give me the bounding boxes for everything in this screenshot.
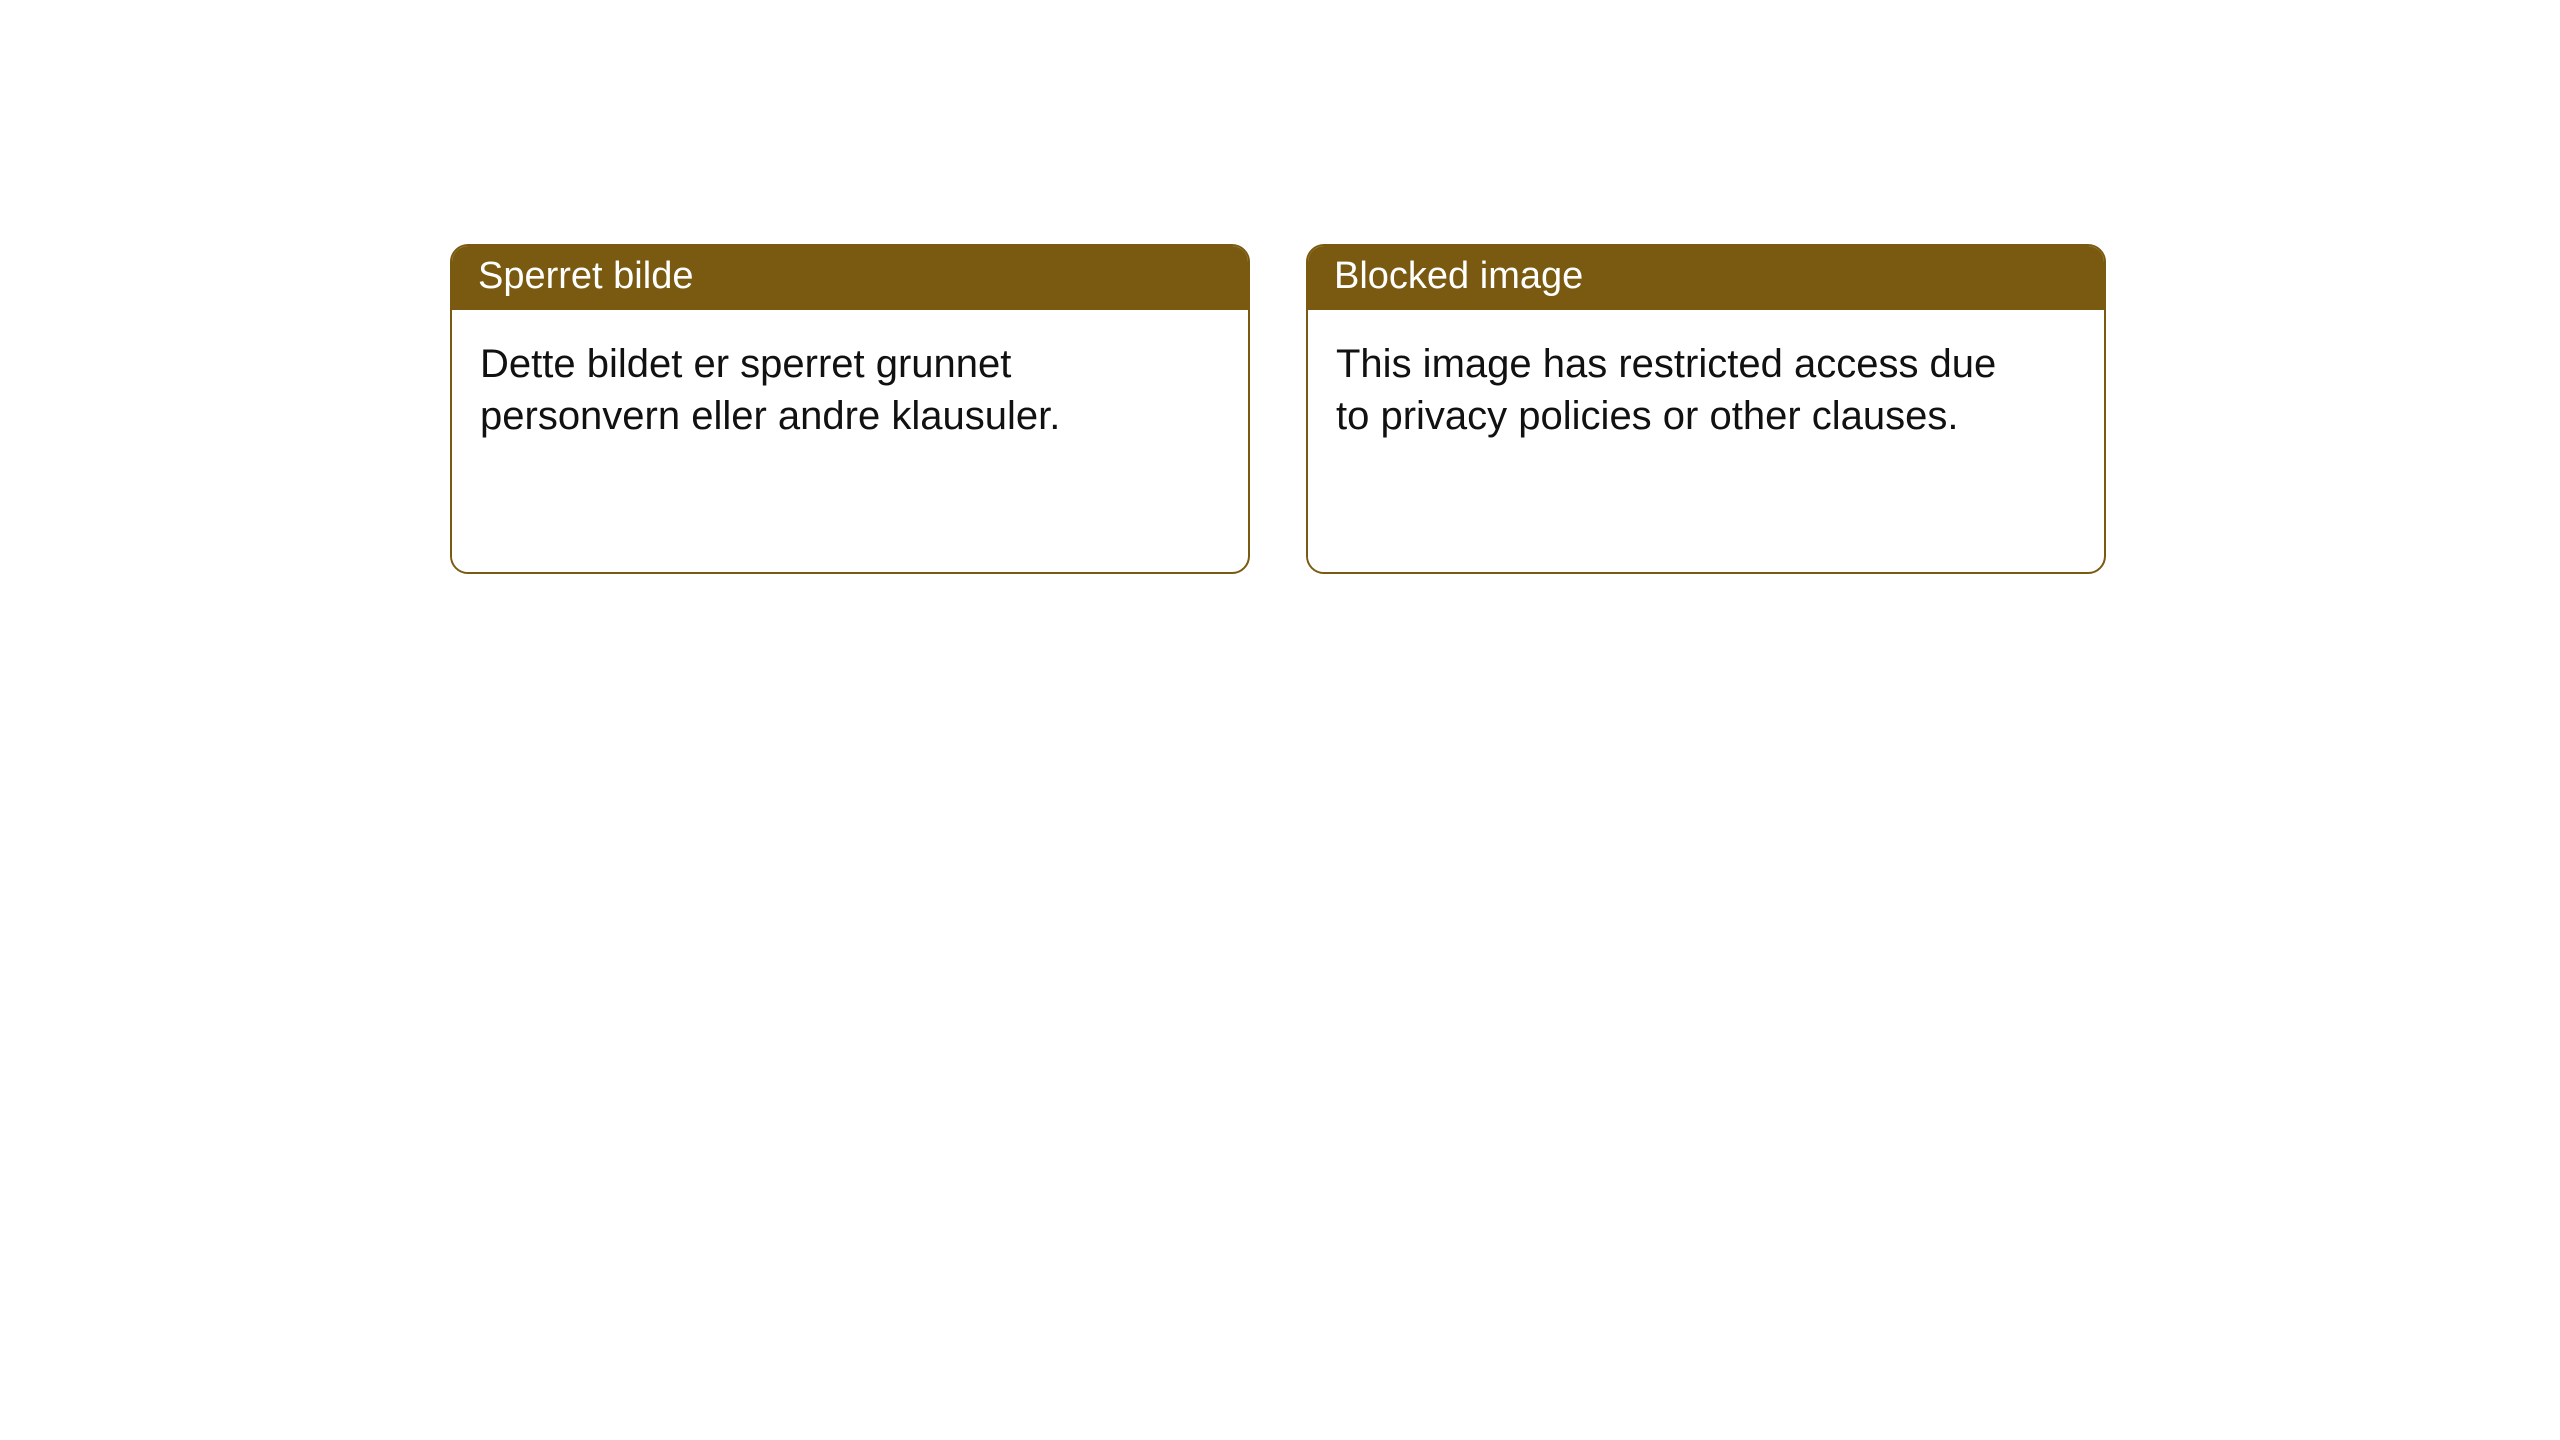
notice-card-norwegian: Sperret bilde Dette bildet er sperret gr… [450, 244, 1250, 574]
card-body-text: This image has restricted access due to … [1308, 310, 2044, 572]
card-header: Sperret bilde [452, 246, 1248, 310]
notice-cards-container: Sperret bilde Dette bildet er sperret gr… [0, 0, 2560, 574]
notice-card-english: Blocked image This image has restricted … [1306, 244, 2106, 574]
card-header: Blocked image [1308, 246, 2104, 310]
card-body-text: Dette bildet er sperret grunnet personve… [452, 310, 1188, 572]
